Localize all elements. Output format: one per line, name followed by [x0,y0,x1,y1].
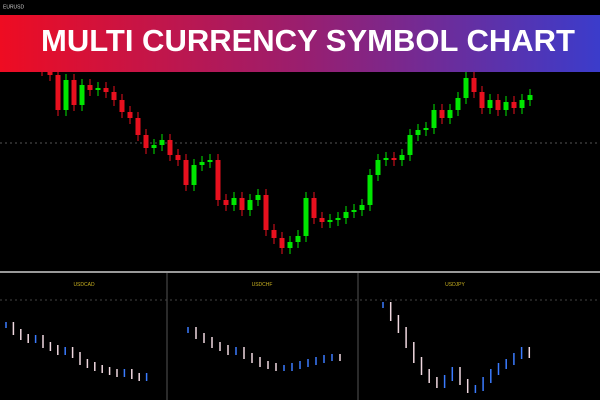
candle-body [143,135,149,148]
candle-body [519,100,525,108]
candle-body [119,100,125,112]
candle-body [511,102,517,108]
candle-body [175,155,181,160]
candle-body [319,218,325,222]
candle-body [71,80,77,105]
candle-body [359,205,365,210]
plots [5,59,533,393]
candle-body [127,112,133,118]
candle-body [255,195,261,200]
candle-body [415,130,421,135]
candle-body [207,160,213,162]
candle-body [135,118,141,135]
candle-body [103,88,109,92]
candle-body [95,88,101,90]
candle-body [311,198,317,218]
candle-body [479,92,485,108]
candle-body [87,85,93,90]
candle-body [447,110,453,118]
candle-body [423,128,429,130]
candle-body [263,195,269,230]
candle-body [295,236,301,242]
candle-body [231,198,237,205]
panel-label: USDCAD [73,282,95,288]
candle-body [151,145,157,148]
candle-body [111,92,117,100]
candle-body [215,160,221,200]
candle-body [335,218,341,220]
candle-body [375,160,381,175]
candle-body [431,110,437,128]
candle-body [487,100,493,108]
candle-body [247,200,253,210]
candle-body [383,158,389,160]
candle-body [159,140,165,145]
title-banner [0,15,600,72]
panel-label: USDJPY [445,282,465,288]
candle-body [455,98,461,110]
candle-body [327,220,333,222]
candle-body [399,155,405,160]
candle-body [407,135,413,155]
candle-body [47,70,53,75]
candle-body [303,198,309,236]
candle-body [367,175,373,205]
candle-body [279,238,285,248]
candle-body [351,210,357,212]
candle-body [239,198,245,210]
candle-body [503,102,509,110]
candle-body [167,140,173,155]
candle-body [223,200,229,205]
symbol-label: EURUSD [3,4,25,10]
title: MULTI CURRENCY SYMBOL CHART [41,23,575,58]
candle-body [463,78,469,98]
candle-body [287,242,293,248]
candle-body [191,165,197,185]
candle-body [271,230,277,238]
candle-body [199,162,205,165]
candle-body [343,212,349,218]
candle-body [527,95,533,100]
candle-body [391,158,397,160]
candle-body [55,75,61,110]
candle-body [63,80,69,110]
candle-body [183,160,189,185]
candle-body [471,78,477,92]
panel-label: USDCHF [252,282,273,288]
candle-body [495,100,501,110]
candle-body [79,85,85,105]
candle-body [439,110,445,118]
